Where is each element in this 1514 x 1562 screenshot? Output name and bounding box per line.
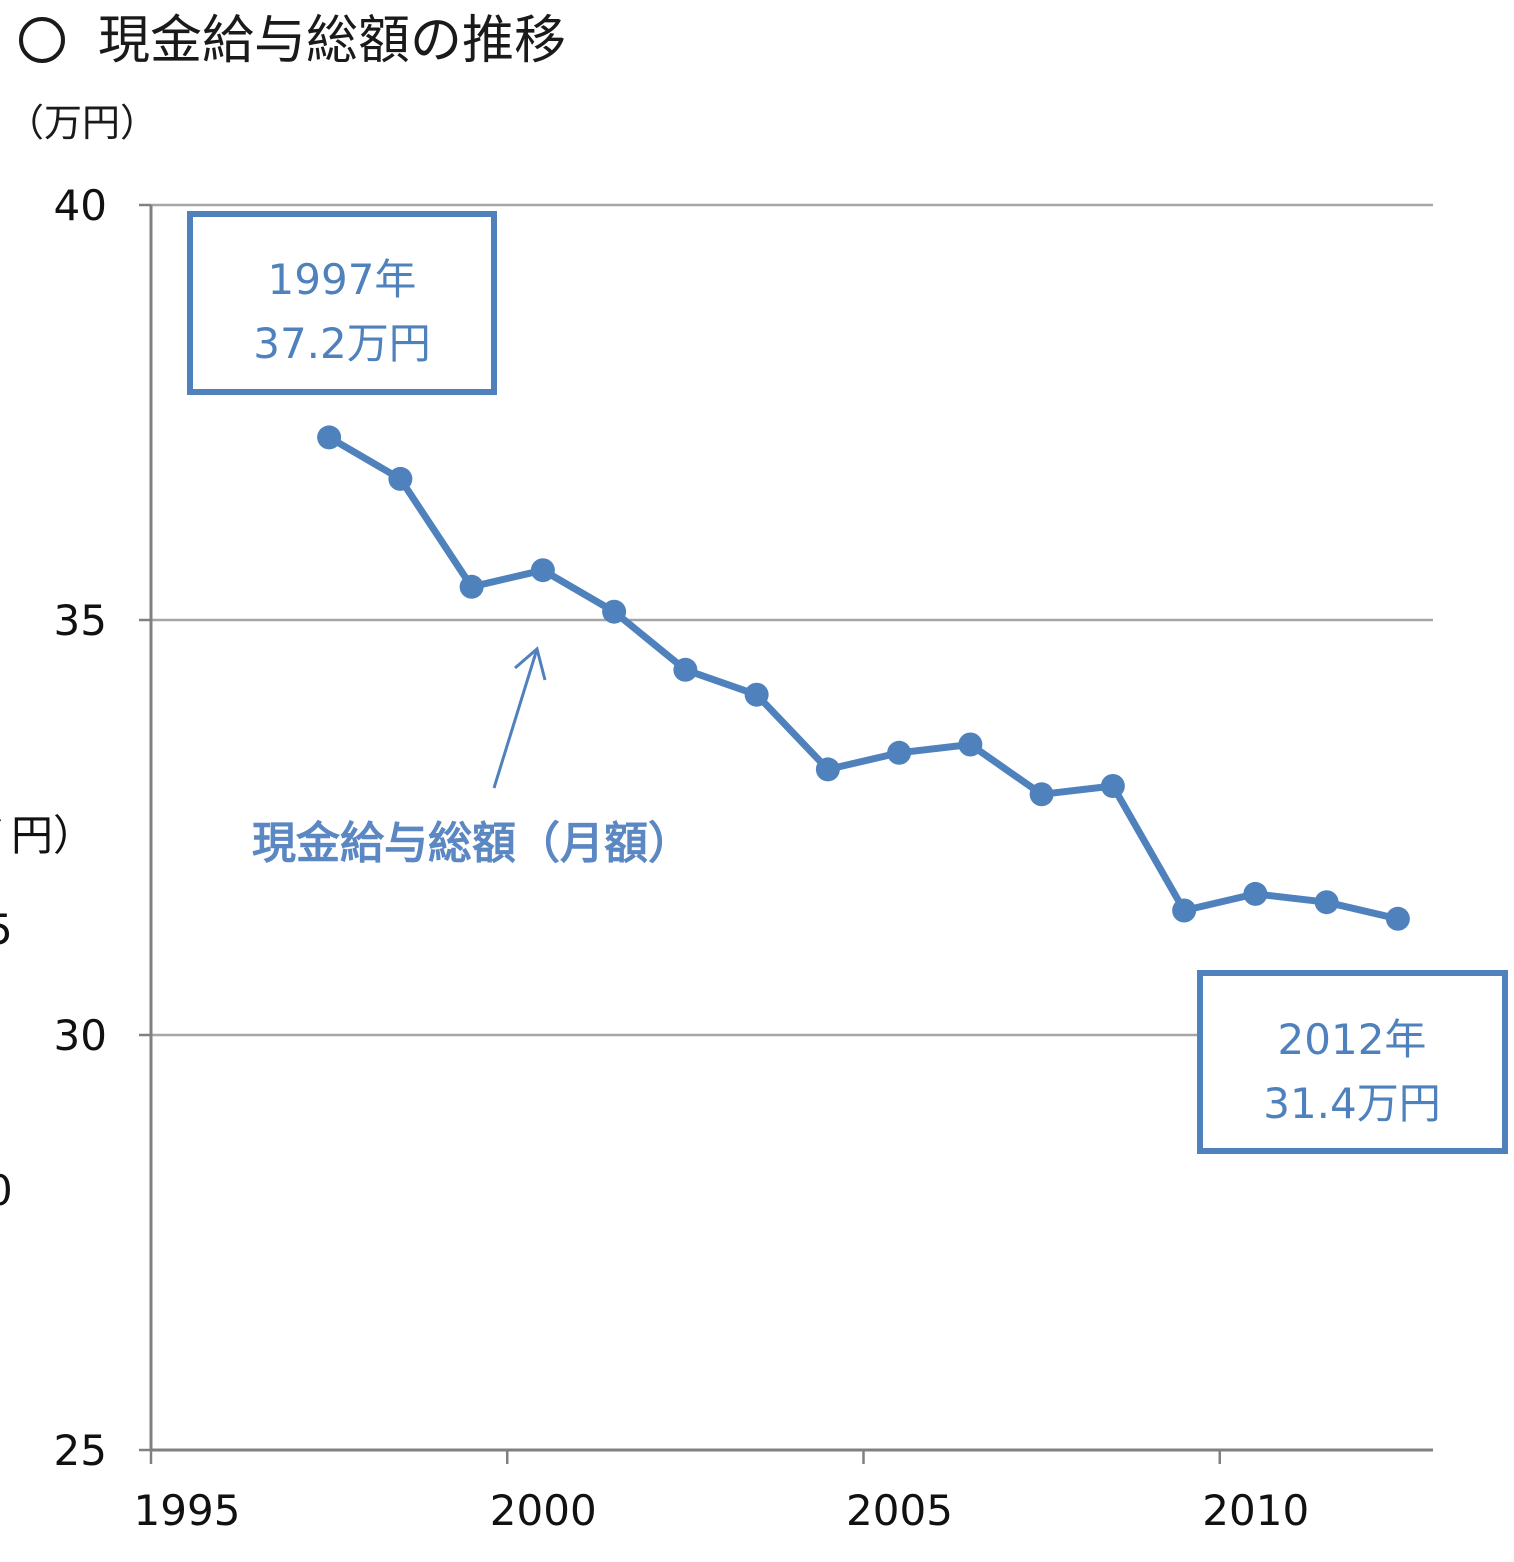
data-point-1997 <box>317 425 342 450</box>
data-point-2010 <box>1243 881 1268 906</box>
y-tick-label-40: 40 <box>54 181 107 230</box>
axes <box>139 203 1433 1464</box>
series-layer <box>317 425 1410 931</box>
ghost-label-tick-lower: 0 <box>0 1166 13 1215</box>
data-point-2003 <box>744 682 769 707</box>
annotation-start-year: 1997年 <box>268 255 417 304</box>
x-tick-label-2010: 2010 <box>1202 1486 1309 1535</box>
chart-title: 現金給与総額の推移 <box>98 11 566 71</box>
ghost-label-unit: ﾞ円） <box>0 811 95 860</box>
data-point-2001 <box>602 599 627 624</box>
annotation-end-year: 2012年 <box>1278 1015 1427 1064</box>
series-pointer-arrow <box>492 646 547 789</box>
title-circle-icon <box>19 17 65 63</box>
x-tick-label-1995: 1995 <box>134 1486 241 1535</box>
annotation-start-value: 37.2万円 <box>253 319 431 368</box>
ghost-label-tick-upper: 5 <box>0 905 13 954</box>
data-point-1998 <box>388 466 413 491</box>
y-tick-label-35: 35 <box>54 596 107 645</box>
data-point-2006 <box>958 732 983 757</box>
y-tick-label-30: 30 <box>54 1011 107 1060</box>
y-tick-label-25: 25 <box>54 1426 107 1475</box>
annotation-start-box <box>187 211 497 395</box>
data-point-2011 <box>1314 890 1339 915</box>
data-point-2005 <box>887 740 912 765</box>
annotation-start: 1997年 37.2万円 <box>187 211 497 395</box>
data-point-2002 <box>673 657 698 682</box>
annotation-end-box <box>1197 970 1508 1154</box>
data-point-2007 <box>1029 782 1054 807</box>
series-label: 現金給与総額（月額） <box>252 818 692 869</box>
data-point-2009 <box>1172 898 1197 923</box>
data-point-2012 <box>1385 906 1410 931</box>
annotation-end: 2012年 31.4万円 <box>1197 970 1508 1154</box>
data-point-2000 <box>530 558 555 583</box>
data-point-1999 <box>459 574 484 599</box>
data-point-2008 <box>1100 774 1125 798</box>
annotation-end-value: 31.4万円 <box>1263 1079 1441 1128</box>
series-line-0 <box>325 433 1402 923</box>
x-tick-label-2005: 2005 <box>846 1486 953 1535</box>
data-point-2004 <box>815 757 840 782</box>
x-tick-label-2000: 2000 <box>490 1486 597 1535</box>
y-axis-unit-label: （万円） <box>6 101 158 145</box>
tick-labels: 25 30 35 40 1995 2000 2005 2010 <box>54 181 1310 1535</box>
